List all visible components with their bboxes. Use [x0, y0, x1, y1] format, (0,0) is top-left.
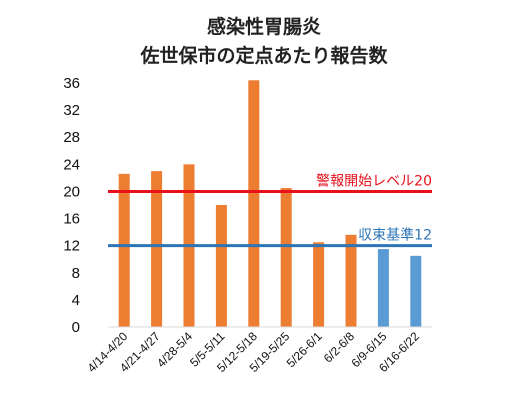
y-tick-label: 28: [63, 129, 80, 146]
bar: [248, 80, 260, 328]
bar: [345, 234, 357, 327]
bar: [377, 249, 389, 327]
bar: [118, 173, 130, 327]
bar: [410, 255, 422, 327]
reference-line-label: 収束基準12: [358, 227, 432, 244]
y-tick-label: 4: [72, 292, 80, 309]
y-tick-label: 24: [63, 156, 80, 173]
x-tick-label: 5/26-6/1: [284, 329, 325, 370]
y-tick-label: 32: [63, 102, 80, 119]
y-tick-label: 16: [63, 211, 80, 228]
reference-line-label: 警報開始レベル20: [316, 173, 432, 189]
bar: [313, 242, 325, 327]
y-tick-label: 12: [63, 238, 80, 255]
y-tick-label: 8: [72, 265, 80, 282]
bars: [118, 80, 422, 328]
bar: [151, 171, 163, 327]
x-axis-ticks: 4/14-4/204/21-4/274/28-5/45/5-5/115/12-5…: [85, 329, 423, 375]
bar: [280, 188, 292, 327]
y-tick-label: 20: [63, 183, 80, 200]
chart-title: 感染性胃腸炎: [207, 15, 321, 38]
reference-lines: 警報開始レベル20 収束基準12: [108, 173, 432, 248]
x-tick-label: 4/28-5/4: [154, 329, 195, 370]
y-axis-ticks: 0 4 8 12 16 20 24 28 32 36: [63, 75, 80, 336]
chart-subtitle: 佐世保市の定点あたり報告数: [139, 44, 388, 67]
y-tick-label: 0: [72, 319, 80, 336]
y-tick-label: 36: [63, 75, 80, 92]
bar: [215, 205, 227, 327]
